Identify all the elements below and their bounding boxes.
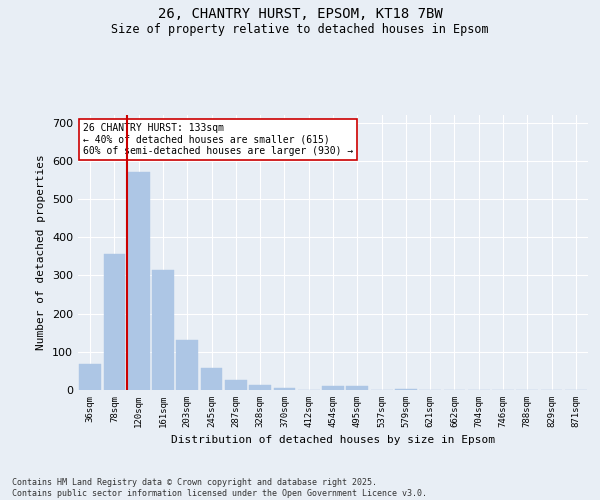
Bar [104, 254, 125, 390]
Text: Contains HM Land Registry data © Crown copyright and database right 2025.
Contai: Contains HM Land Registry data © Crown c… [12, 478, 427, 498]
Y-axis label: Number of detached properties: Number of detached properties [37, 154, 46, 350]
Text: 26, CHANTRY HURST, EPSOM, KT18 7BW: 26, CHANTRY HURST, EPSOM, KT18 7BW [158, 8, 442, 22]
Bar [79, 364, 101, 390]
Bar [274, 388, 295, 390]
Bar [128, 172, 149, 390]
Bar [322, 386, 344, 390]
Bar [176, 340, 198, 390]
Text: 26 CHANTRY HURST: 133sqm
← 40% of detached houses are smaller (615)
60% of semi-: 26 CHANTRY HURST: 133sqm ← 40% of detach… [83, 123, 353, 156]
Bar [395, 389, 417, 390]
Bar [346, 386, 368, 390]
X-axis label: Distribution of detached houses by size in Epsom: Distribution of detached houses by size … [171, 436, 495, 446]
Bar [200, 368, 223, 390]
Bar [152, 270, 174, 390]
Text: Size of property relative to detached houses in Epsom: Size of property relative to detached ho… [111, 22, 489, 36]
Bar [249, 384, 271, 390]
Bar [225, 380, 247, 390]
